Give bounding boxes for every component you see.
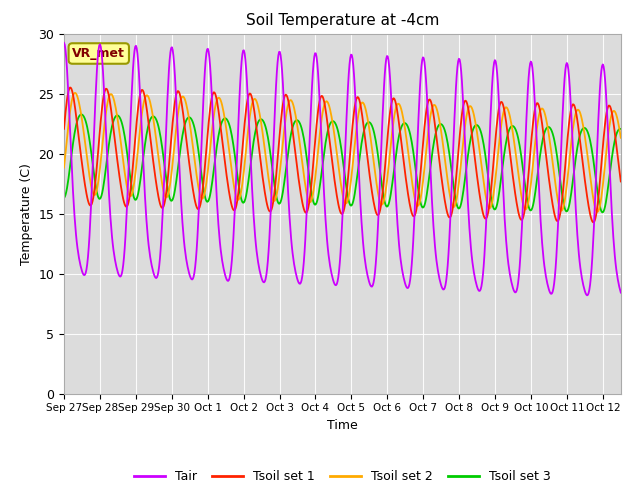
Legend: Tair, Tsoil set 1, Tsoil set 2, Tsoil set 3: Tair, Tsoil set 1, Tsoil set 2, Tsoil se… bbox=[129, 465, 556, 480]
Title: Soil Temperature at -4cm: Soil Temperature at -4cm bbox=[246, 13, 439, 28]
Text: VR_met: VR_met bbox=[72, 47, 125, 60]
X-axis label: Time: Time bbox=[327, 419, 358, 432]
Y-axis label: Temperature (C): Temperature (C) bbox=[20, 163, 33, 264]
